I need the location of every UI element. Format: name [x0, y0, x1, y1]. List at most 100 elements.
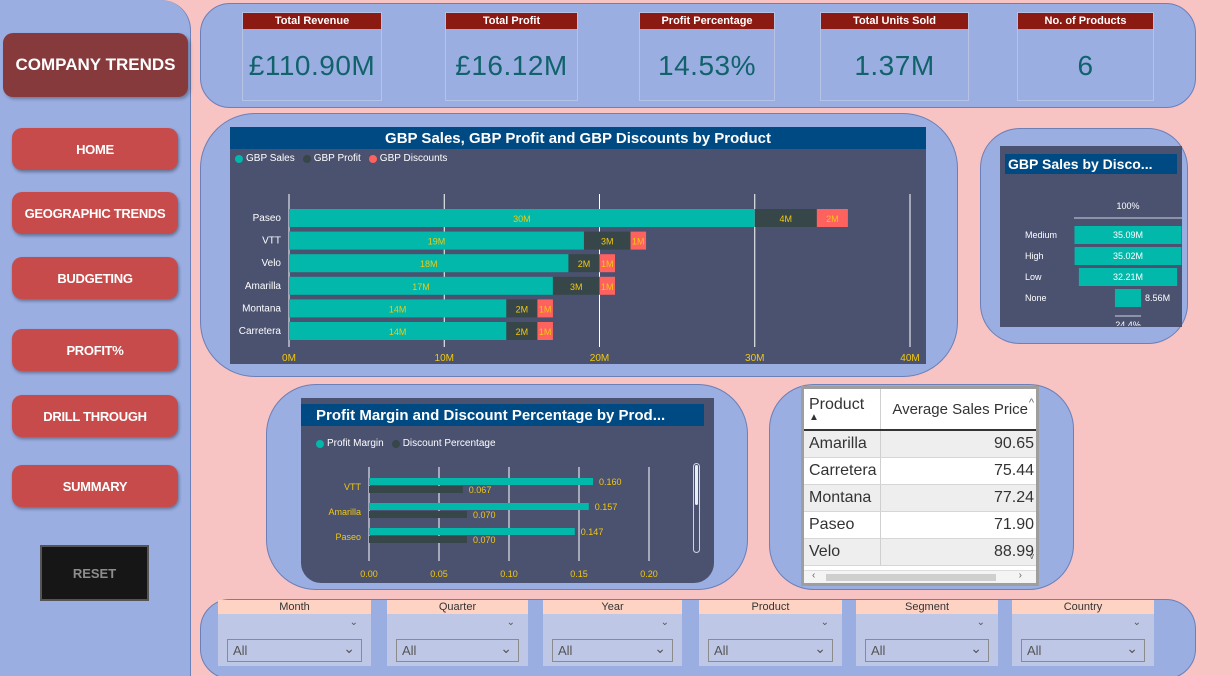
year-dropdown[interactable]: All ⌄: [552, 639, 673, 662]
column-header-product[interactable]: Product ▲: [804, 389, 881, 429]
kpi-value: £110.90M: [248, 49, 376, 81]
data-label: 4M: [780, 214, 793, 224]
legend-item[interactable]: Profit Margin: [316, 438, 384, 449]
quarter-dropdown[interactable]: All ⌄: [396, 639, 519, 662]
country-dropdown[interactable]: All ⌄: [1021, 639, 1145, 662]
legend-dot: [302, 154, 311, 163]
sales-profit-plot: 0M 10M 20M 30M 40M Paseo 30M 4M 2M VTT 19M 3M 1M Velo…: [239, 194, 920, 364]
segment-dropdown[interactable]: All ⌄: [865, 639, 989, 662]
scroll-left-icon[interactable]: ‹: [812, 570, 816, 581]
kpi-title: Total Revenue: [243, 13, 381, 29]
bar-gbp-profit: [552, 276, 600, 295]
chevron-down-icon[interactable]: ⌄: [349, 617, 358, 628]
cell-price: 71.90: [993, 516, 1034, 533]
chevron-down-icon[interactable]: ⌄: [976, 617, 985, 628]
bar-gbp-sales: [289, 299, 507, 318]
funnel-bar: [1078, 268, 1178, 286]
chart-title: GBP Sales, GBP Profit and GBP Discounts …: [230, 127, 926, 149]
dropdown-value: All: [871, 643, 886, 658]
summary-button[interactable]: SUMMARY: [12, 465, 178, 507]
x-tick-label: 10M: [435, 353, 454, 364]
data-label: 0.067: [469, 485, 492, 495]
scrollbar-track[interactable]: [693, 463, 700, 553]
bar-discount-percentage: [369, 536, 467, 543]
scrollbar-thumb[interactable]: [826, 574, 996, 581]
data-label: 3M: [601, 237, 614, 247]
chevron-down-icon[interactable]: ⌄: [506, 617, 515, 628]
x-tick-label: 0.20: [640, 569, 658, 579]
table-row[interactable]: Carretera 75.44: [804, 458, 1036, 485]
data-label: 14M: [389, 304, 407, 314]
data-label: 2M: [516, 327, 529, 337]
month-dropdown[interactable]: All ⌄: [227, 639, 362, 662]
funnel-bar: [1114, 289, 1142, 307]
legend-item[interactable]: GBP Sales: [235, 153, 295, 164]
dropdown-value: All: [558, 643, 573, 658]
bar-gbp-discounts: [537, 299, 553, 318]
legend-item[interactable]: Discount Percentage: [391, 438, 496, 449]
chart-title: GBP Sales by Disco...: [1005, 154, 1177, 174]
brand-title: COMPANY TRENDS: [3, 33, 188, 97]
bar-gbp-discounts: [599, 276, 616, 295]
x-tick-label: 0M: [282, 353, 296, 364]
table-row[interactable]: Velo 88.99: [804, 539, 1036, 566]
chevron-down-icon[interactable]: ⌄: [820, 617, 829, 628]
horizontal-scrollbar[interactable]: ‹ ›: [804, 570, 1036, 583]
cell-product: Carretera: [804, 458, 881, 484]
reset-button[interactable]: RESET: [40, 545, 149, 601]
profit-percent-button[interactable]: PROFIT%: [12, 329, 178, 371]
table-row[interactable]: Amarilla 90.65: [804, 431, 1036, 458]
x-tick-label: 30M: [745, 353, 764, 364]
chart-legend: GBP Sales GBP Profit GBP Discounts: [235, 153, 447, 164]
data-label: 0.147: [581, 527, 604, 537]
table-row[interactable]: Montana 77.24: [804, 485, 1036, 512]
data-label: 0.157: [595, 502, 618, 512]
data-label: 18M: [420, 259, 438, 269]
chevron-down-icon[interactable]: ⌄: [1132, 617, 1141, 628]
bar-gbp-discounts: [816, 209, 848, 227]
data-label: 35.09M: [1113, 230, 1143, 240]
chevron-down-icon: ⌄: [343, 640, 355, 656]
kpi-title: No. of Products: [1018, 13, 1153, 29]
bar-gbp-discounts: [630, 231, 647, 250]
scroll-right-icon[interactable]: ›: [1018, 570, 1022, 581]
scroll-down-icon[interactable]: v: [1029, 551, 1035, 561]
scrollbar-thumb[interactable]: [695, 465, 698, 505]
legend-item[interactable]: GBP Profit: [302, 153, 361, 164]
budgeting-button[interactable]: BUDGETING: [12, 257, 178, 299]
table-row[interactable]: Paseo 71.90: [804, 512, 1036, 539]
scroll-up-icon[interactable]: ^: [1028, 397, 1034, 409]
chart-legend: Profit Margin Discount Percentage: [316, 438, 496, 449]
chevron-down-icon: ⌄: [1126, 640, 1138, 656]
sales-profit-chart[interactable]: GBP Sales, GBP Profit and GBP Discounts …: [230, 127, 926, 364]
kpi-title: Total Units Sold: [821, 13, 968, 29]
legend-dot: [368, 154, 377, 163]
legend-dot: [316, 439, 324, 448]
bar-gbp-sales: [289, 254, 569, 273]
discount-band-chart[interactable]: GBP Sales by Disco... 100% Medium 35.09M Hi…: [1000, 146, 1182, 327]
data-label: 35.02M: [1113, 251, 1143, 261]
product-dropdown[interactable]: All ⌄: [708, 639, 833, 662]
x-tick-label: 40M: [900, 353, 919, 364]
kpi-title: Profit Percentage: [640, 13, 774, 29]
legend-label: Profit Margin: [327, 438, 384, 449]
slicer-quarter: Quarter ⌄ All ⌄: [387, 600, 528, 666]
legend-label: GBP Profit: [313, 153, 361, 164]
profit-margin-chart[interactable]: Profit Margin and Discount Percentage by…: [301, 398, 714, 583]
legend-item[interactable]: GBP Discounts: [368, 153, 448, 164]
legend-label: GBP Discounts: [379, 153, 448, 164]
slicer-year: Year ⌄ All ⌄: [543, 600, 682, 666]
chevron-down-icon: ⌄: [500, 640, 512, 656]
column-label: Product: [809, 396, 865, 413]
bar-profit-margin: [369, 503, 589, 510]
average-price-table[interactable]: Product ▲ Average Sales Price Amarilla 90…: [801, 386, 1039, 586]
bar-gbp-profit: [506, 299, 538, 318]
chevron-down-icon[interactable]: ⌄: [660, 617, 669, 628]
bar-gbp-profit: [506, 322, 538, 340]
kpi-card-revenue: Total Revenue £110.90M: [242, 12, 382, 101]
home-button[interactable]: HOME: [12, 128, 178, 170]
geographic-trends-button[interactable]: GEOGRAPHIC TRENDS: [12, 192, 178, 234]
column-header-average-price[interactable]: Average Sales Price: [892, 400, 1028, 418]
data-label: 1M: [601, 282, 614, 292]
drill-through-button[interactable]: DRILL THROUGH: [12, 395, 178, 437]
